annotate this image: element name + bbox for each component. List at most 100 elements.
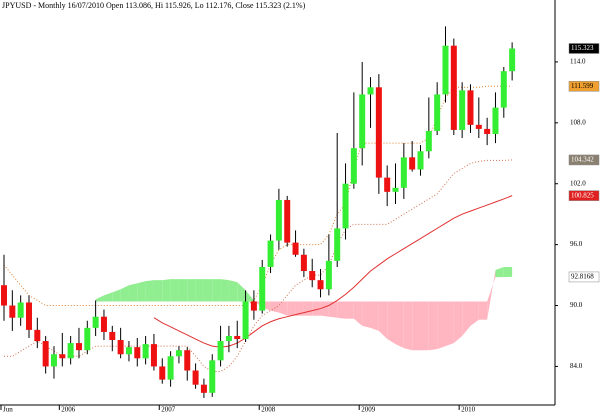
candle-body [342, 183, 349, 229]
cloud-segment [345, 301, 354, 319]
price-marker [568, 154, 600, 166]
price-marker [568, 190, 600, 201]
candle-body [200, 384, 207, 393]
candle-body [175, 350, 182, 357]
cloud-segment [137, 281, 146, 302]
cloud-segment [370, 301, 379, 331]
candle-body [400, 157, 407, 188]
cloud-segment [145, 280, 154, 302]
price-marker-label: 92.8168 [571, 273, 594, 281]
overlay-line [153, 195, 513, 348]
y-tick-label: 102.0 [570, 179, 586, 187]
y-tick-label: 84.0 [570, 362, 583, 370]
candle-body [125, 347, 132, 355]
cloud-segment [445, 301, 454, 347]
candle-body [159, 366, 166, 380]
candle-body [184, 350, 191, 371]
candle-body [75, 343, 82, 351]
candle-body [275, 199, 282, 241]
candle-body [59, 354, 66, 359]
cloud-segment [378, 301, 388, 340]
cloud-segment [295, 301, 304, 316]
candle-body [259, 266, 266, 311]
cloud-segment [503, 266, 513, 278]
candle-body [442, 45, 449, 95]
cloud-segment [237, 282, 246, 302]
price-marker [568, 81, 600, 92]
cloud-segment [353, 301, 363, 326]
x-tick-label: Jun [3, 406, 13, 414]
candle-body [209, 360, 216, 393]
cloud-segment [337, 301, 346, 319]
candle-body [150, 344, 157, 367]
price-marker-label: 115.323 [571, 44, 594, 52]
cloud-segment [453, 301, 463, 344]
candle-body [217, 341, 224, 361]
cloud-segment [220, 279, 229, 302]
candle-body [367, 87, 374, 95]
candle-body [9, 305, 16, 318]
candle-body [350, 148, 357, 184]
price-marker-label: 104.342 [571, 156, 594, 164]
candle-body [317, 280, 324, 290]
cloud-segment [387, 301, 396, 345]
price-marker [568, 271, 600, 283]
candle-body [192, 370, 199, 385]
candle-body [500, 71, 507, 108]
x-tick-label: 2010 [461, 406, 476, 414]
cloud-segment [162, 279, 171, 302]
y-tick-label: 114.0 [570, 58, 586, 66]
candle-body [509, 48, 516, 72]
cloud-segment [228, 280, 238, 302]
candle-body [325, 260, 332, 290]
cloud-segment [462, 301, 471, 336]
cloud-segment [203, 279, 213, 302]
cloud-segment [420, 301, 429, 351]
candle-body [50, 354, 57, 367]
candle-body [359, 94, 366, 149]
cloud-segment [437, 301, 446, 350]
candle-body [309, 271, 316, 281]
candle-body [459, 90, 466, 130]
candle-body [467, 90, 474, 125]
cloud-segment [403, 301, 413, 351]
candle-body [134, 347, 141, 359]
cloud-segment [478, 301, 488, 320]
candle-body [84, 327, 91, 351]
cloud-segment [362, 301, 371, 328]
x-tick-label: 2007 [161, 406, 176, 414]
candle-body [92, 316, 99, 328]
cloud-segment [245, 290, 254, 302]
cloud-segment [120, 285, 129, 302]
x-tick-label: 2008 [261, 406, 276, 414]
overlay-line [4, 159, 513, 373]
candle-body [292, 242, 299, 255]
candle-body [109, 331, 116, 341]
candle-body [392, 187, 399, 192]
candle-body [167, 356, 174, 380]
candle-body [117, 340, 124, 355]
candle-body [267, 240, 274, 267]
cloud-segment [312, 301, 321, 316]
candle-body [1, 285, 7, 306]
x-tick-label: 2006 [61, 406, 75, 414]
candle-body [334, 228, 341, 261]
price-marker [568, 43, 600, 54]
candle-body [425, 130, 432, 152]
cloud-segment [412, 301, 421, 351]
cloud-segment [112, 289, 121, 302]
cloud-segment [303, 301, 313, 316]
cloud-segment [428, 301, 438, 351]
cloud-segment [470, 301, 479, 326]
price-marker-label: 111.599 [571, 82, 594, 90]
cloud-segment [487, 270, 496, 320]
candle-body [375, 87, 382, 178]
candle-body [17, 302, 24, 318]
cloud-segment [178, 279, 188, 302]
candle-body [250, 301, 257, 311]
y-tick-label: 90.0 [570, 301, 583, 309]
cloud-segment [395, 301, 404, 349]
cloud-segment [320, 301, 329, 317]
candle-body [434, 94, 441, 131]
